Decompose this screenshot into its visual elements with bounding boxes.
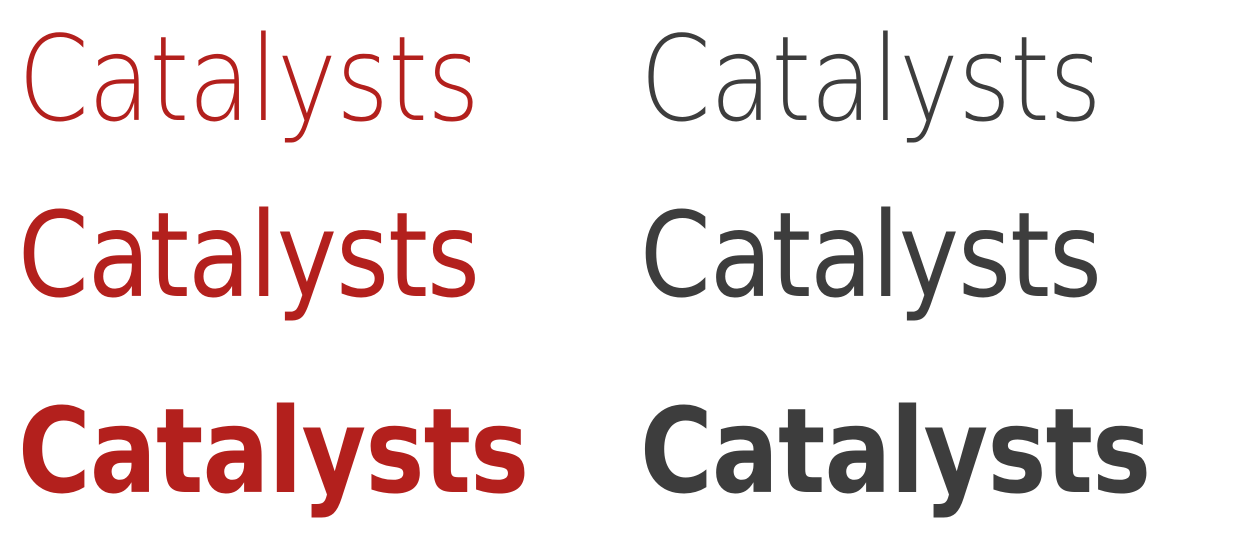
specimen-left-bold: Catalysts <box>18 382 529 520</box>
specimen-right-bold: Catalysts <box>640 382 1151 520</box>
specimen-right-light: Catalysts <box>640 10 1102 148</box>
specimen-right-regular: Catalysts <box>640 186 1102 324</box>
specimen-left-light: Catalysts <box>18 10 480 148</box>
specimen-left-regular: Catalysts <box>18 186 480 324</box>
